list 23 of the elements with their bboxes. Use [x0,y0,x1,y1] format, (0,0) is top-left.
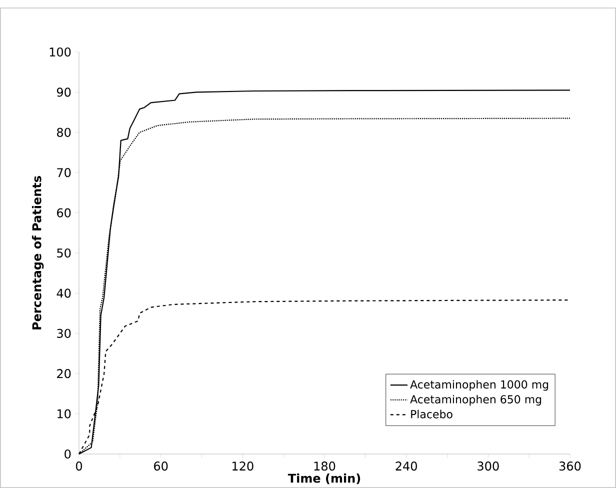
x-tick-label: 180 [314,462,336,471]
y-axis-title: Percentage of Patients [32,176,44,330]
y-tick-label: 60 [57,208,71,218]
y-tick-label: 70 [57,168,71,178]
y-tick-label: 10 [58,409,71,418]
y-tick-label: 80 [57,128,71,137]
legend-label: Placebo [411,410,452,418]
legend-label: Acetaminophen 1000 mg [410,380,548,391]
x-axis-title: Time (min) [288,473,360,484]
y-tick-label: 100 [50,47,71,57]
x-tick-label: 60 [154,462,168,471]
y-tick-label: 0 [64,449,71,459]
y-tick-label: 50 [57,248,71,258]
x-tick-label: 0 [76,462,82,471]
y-tick-label: 40 [56,288,71,298]
y-tick-label: 90 [56,88,71,97]
y-tick-label: 20 [57,369,71,378]
y-tick-label: 30 [57,328,71,338]
legend-label: Acetaminophen 650 mg [410,394,542,406]
x-tick-label: 240 [396,462,417,471]
x-tick-label: 360 [559,462,581,471]
x-tick-label: 120 [232,462,254,471]
x-tick-label: 300 [478,462,499,471]
